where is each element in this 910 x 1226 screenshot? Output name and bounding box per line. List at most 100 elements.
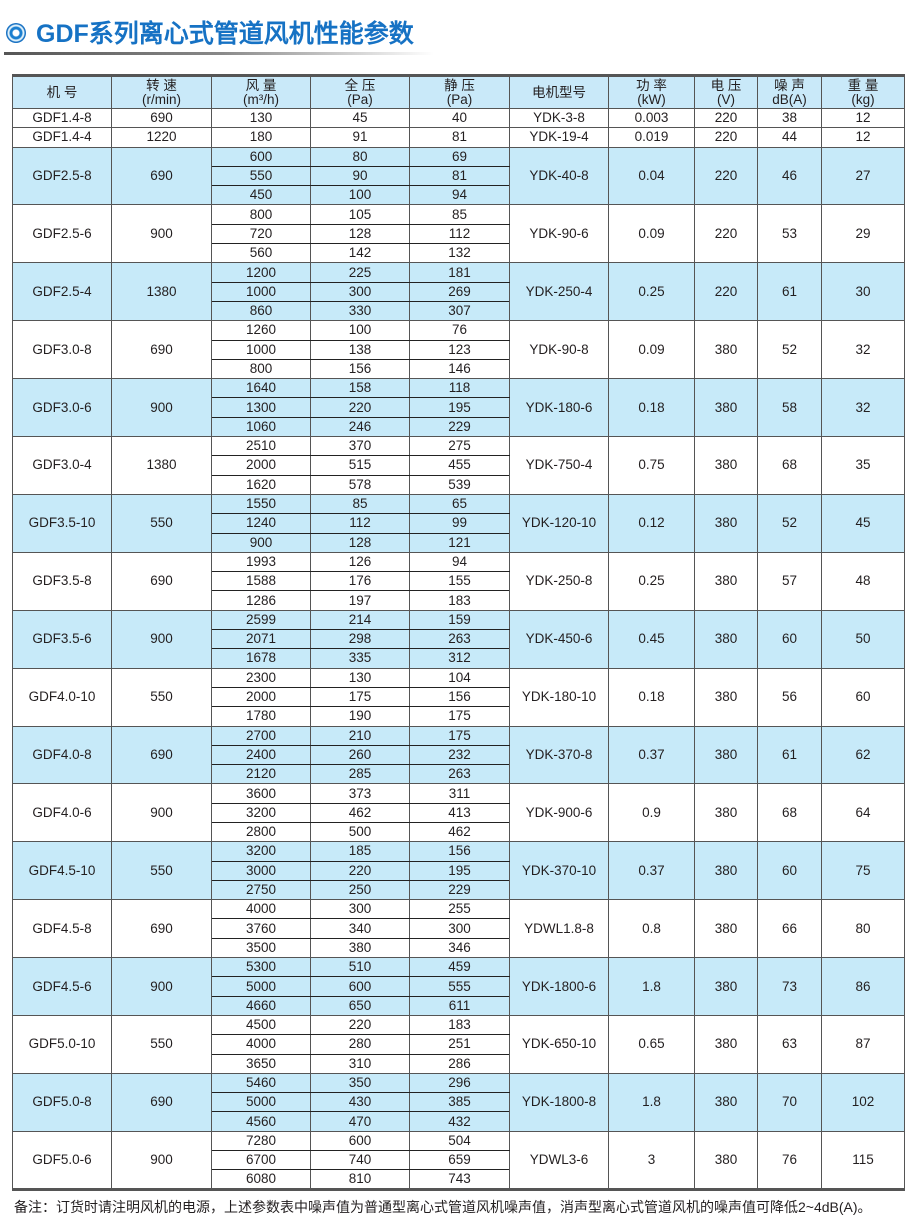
static-pressure-cell: 112 <box>409 223 510 245</box>
motor-cell: YDK-250-4 <box>509 262 609 322</box>
speed-cell: 690 <box>111 725 212 785</box>
speed-cell: 550 <box>111 493 212 553</box>
airflow-cell: 1000 <box>211 281 311 302</box>
total-pressure-cell: 462 <box>310 802 410 823</box>
weight-cell: 86 <box>821 957 905 1016</box>
static-pressure-cell: 94 <box>409 551 510 573</box>
static-pressure-cell: 94 <box>409 185 510 206</box>
column-header: 噪 声 dB(A) <box>757 75 822 109</box>
airflow-cell: 1640 <box>211 378 311 399</box>
total-pressure-cell: 515 <box>310 455 410 476</box>
model-cell: GDF3.0-6 <box>12 378 112 438</box>
static-pressure-cell: 76 <box>409 320 510 341</box>
airflow-cell: 720 <box>211 223 311 245</box>
static-pressure-cell: 121 <box>409 532 510 553</box>
static-pressure-cell: 232 <box>409 744 510 766</box>
section-title: GDF系列离心式管道风机性能参数 <box>4 18 434 55</box>
static-pressure-cell: 346 <box>409 937 510 959</box>
power-cell: 0.25 <box>608 262 695 322</box>
power-cell: 0.37 <box>608 725 695 785</box>
table-row: GDF4.5-8 690 4000 300 255 YDWL1.8-8 0.8 380 66 80 <box>12 899 905 959</box>
column-header: 功 率 (kW) <box>608 75 695 109</box>
power-cell: 3 <box>608 1130 695 1190</box>
airflow-cell: 1550 <box>211 493 311 515</box>
airflow-cell: 2700 <box>211 725 311 746</box>
weight-cell: 32 <box>821 378 905 438</box>
weight-cell: 29 <box>821 204 905 264</box>
motor-cell: YDK-120-10 <box>509 493 609 553</box>
table-row: 2400 260 232 <box>13 744 905 766</box>
total-pressure-cell: 650 <box>310 995 410 1016</box>
airflow-cell: 450 <box>211 185 311 206</box>
noise-cell: 68 <box>757 783 822 843</box>
airflow-cell: 550 <box>211 165 311 187</box>
motor-cell: YDK-450-6 <box>509 609 609 669</box>
motor-cell: YDK-90-6 <box>509 204 609 264</box>
airflow-cell: 1993 <box>211 551 311 573</box>
table-row: 1780 190 175 <box>13 706 905 727</box>
static-pressure-cell: 175 <box>409 706 510 727</box>
model-cell: GDF4.5-10 <box>12 841 112 901</box>
airflow-cell: 2510 <box>211 436 311 457</box>
speed-cell: 900 <box>111 957 212 1016</box>
power-cell: 0.18 <box>608 378 695 438</box>
noise-cell: 70 <box>757 1072 822 1132</box>
airflow-cell: 2071 <box>211 629 311 650</box>
model-cell: GDF3.5-8 <box>12 551 112 611</box>
table-row: 3500 380 346 <box>13 937 905 959</box>
voltage-cell: 380 <box>694 667 758 727</box>
motor-cell: YDK-1800-8 <box>509 1072 609 1132</box>
weight-cell: 35 <box>821 436 905 495</box>
static-pressure-cell: 255 <box>409 899 510 920</box>
motor-cell: YDK-19-4 <box>509 127 609 148</box>
motor-cell: YDK-3-8 <box>509 107 609 129</box>
speed-cell: 900 <box>111 378 212 438</box>
airflow-cell: 4560 <box>211 1111 311 1132</box>
speed-cell: 690 <box>111 107 212 129</box>
total-pressure-cell: 330 <box>310 300 410 322</box>
total-pressure-cell: 128 <box>310 223 410 245</box>
column-header: 电机型号 <box>509 75 609 109</box>
airflow-cell: 3600 <box>211 783 311 804</box>
voltage-cell: 380 <box>694 436 758 495</box>
model-cell: GDF4.5-8 <box>12 899 112 959</box>
model-cell: GDF4.5-6 <box>12 957 112 1016</box>
voltage-cell: 380 <box>694 320 758 380</box>
airflow-cell: 180 <box>211 127 311 148</box>
voltage-cell: 380 <box>694 1014 758 1074</box>
header-unit: (r/min) <box>142 91 181 107</box>
header-unit: (m³/h) <box>243 91 279 107</box>
static-pressure-cell: 81 <box>409 165 510 187</box>
table-row: 450 100 94 <box>13 185 905 206</box>
table-row: GDF3.5-8 690 1993 126 94 YDK-250-8 0.25 380 57 48 <box>12 551 905 611</box>
airflow-cell: 3760 <box>211 918 311 939</box>
airflow-cell: 860 <box>211 300 311 322</box>
voltage-cell: 220 <box>694 127 758 148</box>
title-underline <box>4 52 434 55</box>
table-row: 1588 176 155 <box>13 571 905 592</box>
static-pressure-cell: 81 <box>409 127 510 148</box>
motor-cell: YDK-750-4 <box>509 436 609 495</box>
static-pressure-cell: 159 <box>409 609 510 631</box>
static-pressure-cell: 132 <box>409 243 510 264</box>
noise-cell: 44 <box>757 127 822 148</box>
weight-cell: 64 <box>821 783 905 843</box>
airflow-cell: 2000 <box>211 686 311 708</box>
column-header: 静 压 (Pa) <box>409 75 510 109</box>
total-pressure-cell: 185 <box>310 841 410 862</box>
noise-cell: 60 <box>757 609 822 669</box>
header-unit: (V) <box>717 91 735 107</box>
noise-cell: 58 <box>757 378 822 438</box>
table-row: 1678 335 312 <box>13 648 905 669</box>
total-pressure-cell: 175 <box>310 686 410 708</box>
header-unit: (kW) <box>637 91 666 107</box>
motor-cell: YDK-90-8 <box>509 320 609 380</box>
static-pressure-cell: 743 <box>409 1169 510 1190</box>
total-pressure-cell: 340 <box>310 918 410 939</box>
airflow-cell: 900 <box>211 532 311 553</box>
column-header: 机 号 <box>12 75 112 109</box>
weight-cell: 48 <box>821 551 905 611</box>
table-row: 1620 578 539 <box>13 474 905 495</box>
static-pressure-cell: 183 <box>409 590 510 611</box>
total-pressure-cell: 138 <box>310 339 410 360</box>
